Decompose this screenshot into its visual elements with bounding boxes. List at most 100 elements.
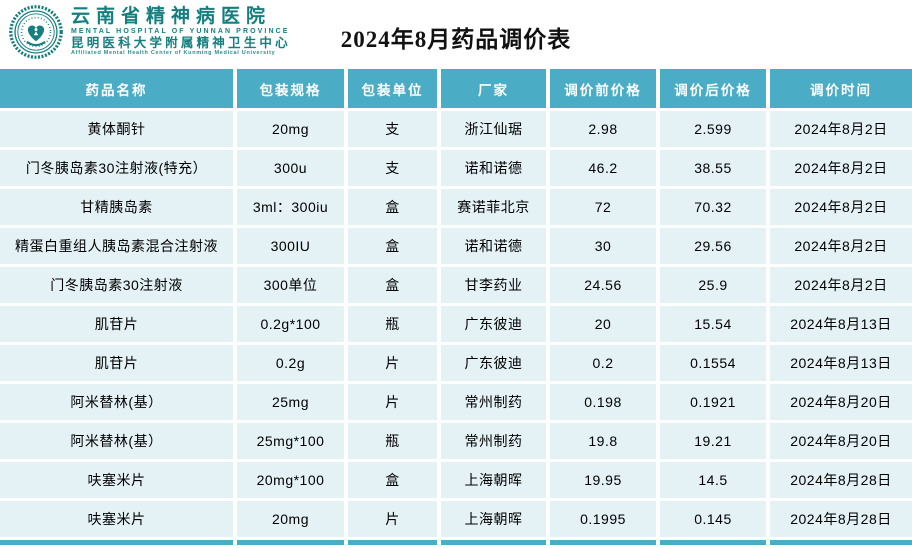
table-cell: 25mg*100 — [237, 423, 344, 459]
hospital-name-cn: 云南省精神病医院 — [71, 5, 272, 27]
table-cell: 2.98 — [550, 111, 656, 147]
table-cell: 19.8 — [550, 423, 656, 459]
table-cell: 72 — [550, 189, 656, 225]
table-cell: 2024年8月20日 — [770, 423, 912, 459]
table-cell: 黄体酮针 — [0, 111, 233, 147]
table-cell: 46.2 — [550, 150, 656, 186]
table-cell: 甘精胰岛素 — [0, 189, 233, 225]
table-cell: 0.2g*100 — [237, 306, 344, 342]
table-cell: 2024年8月13日 — [770, 345, 912, 381]
header-cell: 药品名称 — [0, 69, 233, 108]
table-cell: 2024年8月2日 — [770, 189, 912, 225]
table-cell: 0.1995 — [550, 501, 656, 537]
table-cell: 盒 — [348, 189, 437, 225]
table-cell: 诺和诺德 — [441, 150, 546, 186]
table-cell: 片 — [348, 345, 437, 381]
header-cell: 包装规格 — [237, 69, 344, 108]
affiliation-cn: 昆明医科大学附属精神卫生中心 — [71, 35, 291, 50]
hospital-logo-text: 云南省精神病医院 MENTAL HOSPITAL OF YUNNAN PROVI… — [71, 5, 291, 58]
table-cell: 19.21 — [660, 423, 766, 459]
table-cell: 0.1921 — [660, 384, 766, 420]
table-cell: 0.145 — [660, 501, 766, 537]
table-cell: 30 — [550, 228, 656, 264]
table-cell: 瓶 — [348, 423, 437, 459]
hospital-emblem-icon — [8, 4, 64, 60]
table-cell: 呋塞米片 — [0, 501, 233, 537]
table-cell: 支 — [348, 111, 437, 147]
table-cell: 常州制药 — [441, 384, 546, 420]
table-cell: 2024年8月28日 — [770, 501, 912, 537]
table-cell: 片 — [348, 501, 437, 537]
table-cell: 2024年8月13日 — [770, 306, 912, 342]
table-cell: 2024年8月2日 — [770, 150, 912, 186]
table-cell: 0.198 — [550, 384, 656, 420]
table-cell: 300单位 — [237, 267, 344, 303]
table-cell: 2024年8月20日 — [770, 384, 912, 420]
table-bottom-border — [550, 540, 656, 545]
table-cell: 上海朝晖 — [441, 501, 546, 537]
table-cell: 赛诺菲北京 — [441, 189, 546, 225]
table-cell: 阿米替林(基） — [0, 384, 233, 420]
table-cell: 15.54 — [660, 306, 766, 342]
table-bottom-border — [237, 540, 344, 545]
table-cell: 瓶 — [348, 306, 437, 342]
table-cell: 上海朝晖 — [441, 462, 546, 498]
table-bottom-border — [441, 540, 546, 545]
header-cell: 包装单位 — [348, 69, 437, 108]
table-cell: 片 — [348, 384, 437, 420]
table-cell: 门冬胰岛素30注射液 — [0, 267, 233, 303]
table-cell: 广东彼迪 — [441, 306, 546, 342]
table-cell: 20mg — [237, 111, 344, 147]
table-bottom-border — [660, 540, 766, 545]
table-cell: 诺和诺德 — [441, 228, 546, 264]
table-bottom-border — [0, 540, 233, 545]
table-cell: 2024年8月2日 — [770, 228, 912, 264]
table-cell: 20 — [550, 306, 656, 342]
table-cell: 0.2g — [237, 345, 344, 381]
table-cell: 常州制药 — [441, 423, 546, 459]
table-cell: 精蛋白重组人胰岛素混合注射液 — [0, 228, 233, 264]
table-cell: 浙江仙琚 — [441, 111, 546, 147]
table-cell: 2024年8月2日 — [770, 267, 912, 303]
table-cell: 29.56 — [660, 228, 766, 264]
table-cell: 14.5 — [660, 462, 766, 498]
table-cell: 20mg — [237, 501, 344, 537]
table-cell: 肌苷片 — [0, 306, 233, 342]
table-cell: 20mg*100 — [237, 462, 344, 498]
hospital-name-en: MENTAL HOSPITAL OF YUNNAN PROVINCE — [71, 28, 290, 36]
table-cell: 0.1554 — [660, 345, 766, 381]
table-cell: 300IU — [237, 228, 344, 264]
table-cell: 呋塞米片 — [0, 462, 233, 498]
top-banner: 云南省精神病医院 MENTAL HOSPITAL OF YUNNAN PROVI… — [0, 0, 912, 66]
table-cell: 盒 — [348, 462, 437, 498]
table-cell: 盒 — [348, 228, 437, 264]
table-cell: 肌苷片 — [0, 345, 233, 381]
table-cell: 支 — [348, 150, 437, 186]
page-title: 2024年8月药品调价表 — [340, 27, 572, 52]
header-cell: 调价后价格 — [660, 69, 766, 108]
table-cell: 38.55 — [660, 150, 766, 186]
table-cell: 门冬胰岛素30注射液(特充） — [0, 150, 233, 186]
table-bottom-border — [770, 540, 912, 545]
table-cell: 300u — [237, 150, 344, 186]
table-cell: 甘李药业 — [441, 267, 546, 303]
table-bottom-border — [348, 540, 437, 545]
drug-price-table: 药品名称 包装规格 包装单位 厂家 调价前价格 调价后价格 调价时间 黄体酮针 20mg 支浙江仙… — [0, 69, 912, 545]
table-cell: 24.56 — [550, 267, 656, 303]
table-cell: 3ml：300iu — [237, 189, 344, 225]
affiliation-en: Affiliated Mental Health Center of Kunmi… — [71, 50, 276, 57]
header-cell: 调价前价格 — [550, 69, 656, 108]
table-cell: 盒 — [348, 267, 437, 303]
table-cell: 19.95 — [550, 462, 656, 498]
table-cell: 25mg — [237, 384, 344, 420]
table-cell: 阿米替林(基） — [0, 423, 233, 459]
table-cell: 25.9 — [660, 267, 766, 303]
header-cell: 调价时间 — [770, 69, 912, 108]
table-cell: 0.2 — [550, 345, 656, 381]
table-cell: 70.32 — [660, 189, 766, 225]
table-cell: 2024年8月28日 — [770, 462, 912, 498]
table-cell: 2024年8月2日 — [770, 111, 912, 147]
header-cell: 厂家 — [441, 69, 546, 108]
hospital-logo: 云南省精神病医院 MENTAL HOSPITAL OF YUNNAN PROVI… — [8, 4, 291, 60]
